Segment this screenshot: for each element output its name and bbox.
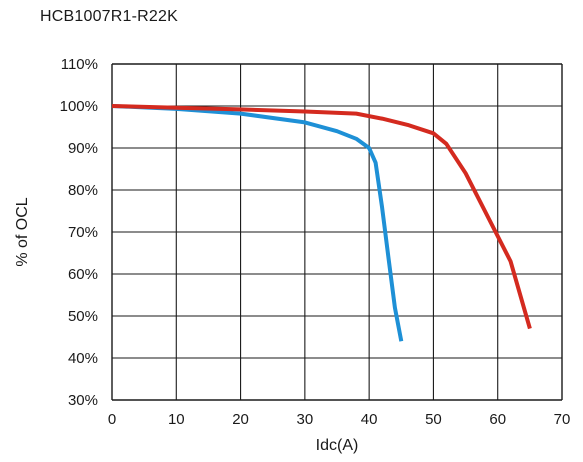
chart-title: HCB1007R1-R22K [40, 8, 178, 25]
series-layer [111, 104, 532, 342]
y-tick-label: 60% [68, 266, 98, 283]
x-tick-label: 20 [232, 411, 249, 428]
grid [111, 63, 563, 401]
x-tick-label: 10 [168, 411, 185, 428]
series-line-1 [111, 104, 404, 342]
y-tick-label: 40% [68, 350, 98, 367]
x-tick-label: 0 [108, 411, 116, 428]
y-tick-label: 100% [60, 98, 98, 115]
y-tick-label: 90% [68, 140, 98, 157]
y-tick-label: 30% [68, 392, 98, 409]
y-axis-label: % of OCL [14, 197, 31, 266]
y-tick-label: 50% [68, 308, 98, 325]
x-tick-label: 30 [297, 411, 314, 428]
y-tick-label: 70% [68, 224, 98, 241]
x-tick-label: 60 [489, 411, 506, 428]
tick-labels: 0 10 20 30 40 50 60 70 30% 40% 50% 60% 70% 80% 90% 100%… [60, 56, 571, 428]
x-tick-label: 50 [425, 411, 442, 428]
x-axis-label: Idc(A) [316, 437, 359, 454]
x-tick-label: 40 [361, 411, 378, 428]
y-tick-label: 110% [61, 56, 98, 73]
y-tick-label: 80% [68, 182, 98, 199]
x-tick-label: 70 [554, 411, 571, 428]
series-line-2 [111, 104, 532, 330]
